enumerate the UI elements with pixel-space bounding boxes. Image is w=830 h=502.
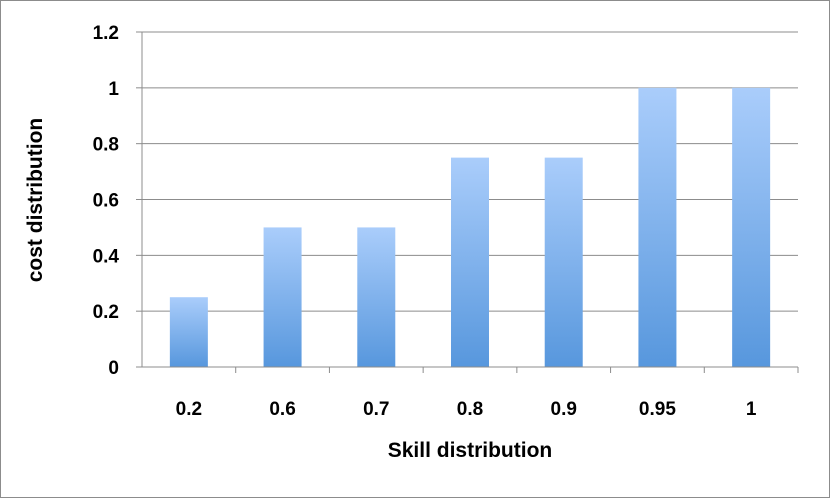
y-tick-label: 0.8: [93, 135, 119, 156]
x-tick-label: 0.7: [363, 399, 389, 420]
bar: [263, 227, 302, 367]
y-tick-label: 0.4: [93, 246, 120, 267]
x-tick-label: 0.2: [176, 399, 202, 420]
bar: [357, 227, 396, 367]
x-tick-label: 0.95: [639, 399, 676, 420]
axes: [136, 31, 799, 373]
y-tick-label: 0.6: [93, 191, 119, 212]
bar: [544, 157, 583, 367]
bar: [169, 297, 208, 367]
bar: [732, 87, 771, 367]
y-axis-label: cost distribution: [24, 118, 47, 283]
x-axis-label: Skill distribution: [388, 439, 553, 462]
y-tick-label: 1: [108, 79, 119, 100]
x-tick-label: 1: [746, 399, 757, 420]
y-tick-labels: 0 0.2 0.4 0.6 0.8 1 1.2: [93, 23, 120, 379]
bar: [451, 157, 489, 367]
bars: [169, 87, 771, 367]
x-tick-labels: 0.2 0.6 0.7 0.8 0.9 0.95 1: [176, 399, 757, 420]
x-tick-label: 0.9: [551, 399, 577, 420]
bar: [638, 87, 677, 367]
y-tick-label: 1.2: [93, 23, 119, 44]
x-tick-label: 0.8: [457, 399, 483, 420]
y-tick-label: 0.2: [93, 302, 119, 323]
y-tick-label: 0: [108, 358, 119, 379]
x-tick-label: 0.6: [269, 399, 295, 420]
